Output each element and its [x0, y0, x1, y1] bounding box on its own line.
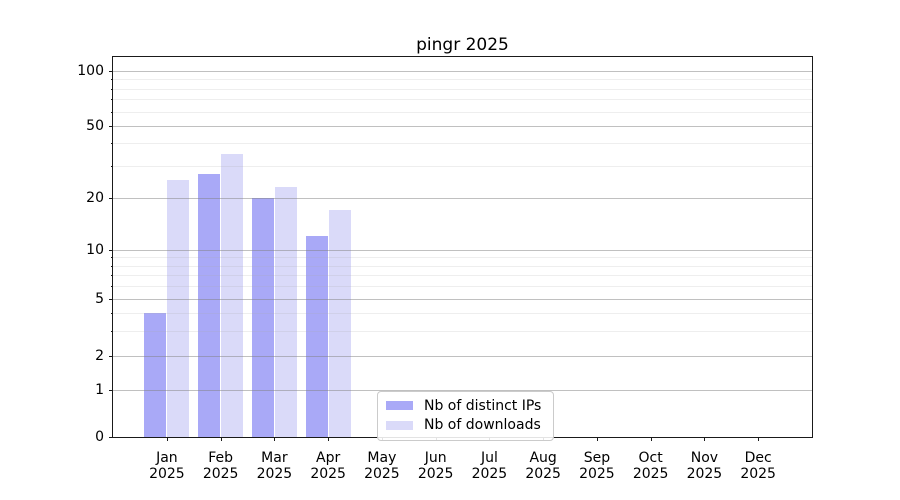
y-tick-mark-minor [110, 111, 113, 113]
y-tick-mark [109, 437, 113, 438]
x-tick-mark [650, 437, 652, 441]
x-tick-label: Oct 2025 [632, 450, 669, 482]
x-tick-label: Jul 2025 [471, 450, 508, 482]
bar [274, 186, 297, 437]
y-tick-mark-minor [110, 275, 113, 277]
gridline-minor [113, 330, 812, 332]
gridline-minor [113, 165, 812, 167]
legend: Nb of distinct IPs Nb of downloads [377, 391, 555, 441]
gridline-minor [113, 143, 812, 145]
y-tick-mark-minor [110, 143, 113, 145]
bar [305, 236, 328, 437]
x-tick-label: Feb 2025 [202, 450, 239, 482]
y-tick-mark [109, 250, 113, 251]
x-tick-label: Dec 2025 [740, 450, 776, 482]
y-tick-label: 100 [77, 63, 104, 79]
x-tick-label: Jun 2025 [417, 450, 454, 482]
gridline-minor [113, 79, 812, 81]
gridline-major [113, 299, 812, 300]
bar [144, 312, 167, 437]
y-tick-label: 2 [95, 348, 104, 364]
y-tick-label: 10 [86, 242, 104, 258]
gridline-minor [113, 265, 812, 267]
x-tick-label: Nov 2025 [686, 450, 723, 482]
x-tick-label: Mar 2025 [256, 450, 293, 482]
x-tick-label: Apr 2025 [310, 450, 346, 482]
y-tick-mark [109, 197, 113, 199]
x-tick-label: May 2025 [364, 450, 400, 482]
y-tick-mark-minor [110, 312, 113, 314]
gridline-minor [113, 275, 812, 277]
bar [198, 174, 221, 437]
legend-row: Nb of distinct IPs [386, 396, 541, 416]
gridline-minor [113, 286, 812, 288]
legend-swatch [386, 420, 413, 430]
gridline-minor [113, 88, 812, 90]
bar [328, 209, 351, 437]
gridline-minor [113, 111, 812, 113]
y-tick-label: 20 [86, 189, 104, 206]
y-tick-label: 1 [95, 382, 104, 398]
y-tick-mark [109, 126, 113, 127]
y-tick-mark-minor [110, 265, 113, 267]
legend-label: Nb of distinct IPs [424, 397, 542, 414]
plot-area [113, 57, 812, 437]
x-tick-mark [274, 437, 276, 441]
gridline-major [113, 250, 812, 251]
legend-label: Nb of downloads [424, 417, 541, 434]
chart-title: pingr 2025 [416, 35, 509, 55]
y-tick-mark-minor [110, 99, 113, 101]
bar [221, 153, 244, 437]
y-tick-label: 50 [86, 118, 104, 134]
gridline-major [113, 71, 812, 72]
x-tick-label: Sep 2025 [579, 450, 615, 482]
y-tick-mark [109, 356, 113, 357]
gridline-minor [113, 312, 812, 314]
x-tick-label: Aug 2025 [525, 450, 561, 482]
y-tick-mark-minor [110, 286, 113, 288]
y-tick-mark [109, 390, 113, 391]
y-tick-mark-minor [110, 257, 113, 259]
gridline-minor [113, 99, 812, 101]
y-tick-mark [109, 71, 113, 72]
y-tick-label: 0 [95, 429, 104, 445]
x-tick-mark [704, 437, 706, 441]
x-tick-label: Jan 2025 [149, 450, 185, 482]
y-tick-mark [109, 299, 113, 300]
x-tick-mark [328, 437, 330, 441]
legend-swatch [386, 401, 413, 411]
gridline-major [113, 390, 812, 391]
y-tick-mark-minor [110, 165, 113, 167]
x-tick-mark [596, 437, 598, 441]
y-tick-mark-minor [110, 79, 113, 81]
y-tick-mark-minor [110, 88, 113, 90]
gridline-minor [113, 257, 812, 259]
bar [251, 197, 274, 437]
gridline-major [113, 126, 812, 127]
gridline-major [113, 197, 812, 199]
y-tick-mark-minor [110, 330, 113, 332]
bar [167, 180, 190, 437]
x-tick-mark [220, 437, 222, 441]
legend-row: Nb of downloads [386, 416, 541, 436]
y-tick-label: 5 [95, 291, 104, 307]
x-tick-mark [758, 437, 760, 441]
x-tick-mark [166, 437, 168, 441]
gridline-major [113, 356, 812, 357]
